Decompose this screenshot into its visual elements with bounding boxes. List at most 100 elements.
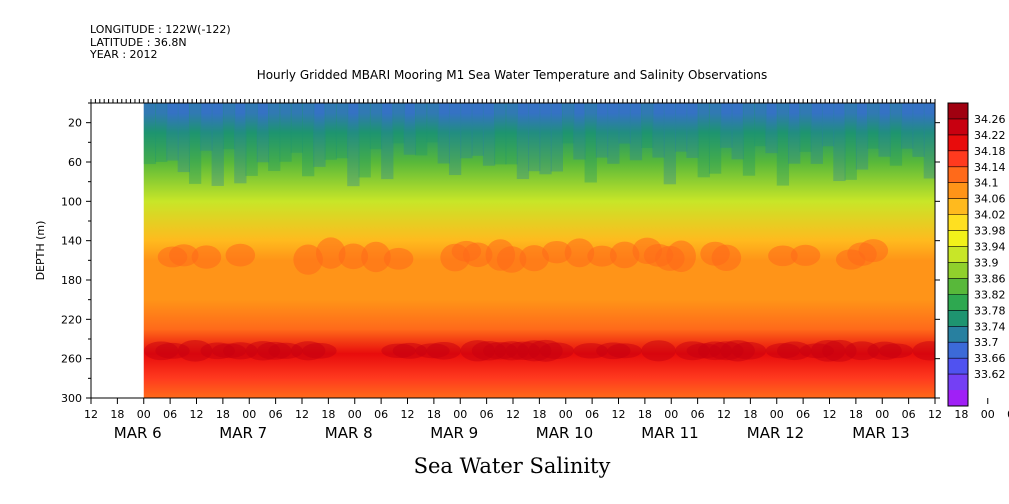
texture-band <box>844 103 857 180</box>
colorbar-label: 34.06 <box>974 193 1006 206</box>
texture-blob <box>293 244 323 275</box>
longitude-label: LONGITUDE : 122W(-122) <box>90 23 231 36</box>
axes: 20 60 100 140 180 220 260 300 DEPTH (m) 12 18 00 06 1… <box>34 99 1009 442</box>
texture-band <box>494 103 507 165</box>
texture-band <box>200 103 213 151</box>
texture-blob <box>822 339 857 362</box>
texture-band <box>663 103 677 185</box>
texture-blob <box>496 246 527 273</box>
texture-band <box>177 103 190 173</box>
texture-band <box>742 103 756 176</box>
texture-band <box>528 103 541 172</box>
texture-blob <box>542 240 572 264</box>
texture-blob <box>666 240 696 273</box>
year-label: YEAR : 2012 <box>90 48 158 61</box>
texture-blob <box>191 245 222 269</box>
y-tick-label: 60 <box>68 156 82 169</box>
x-day-label: MAR 11 <box>641 424 698 442</box>
x-tick-label: 00 <box>664 408 678 421</box>
y-tick-label: 220 <box>61 313 82 326</box>
texture-band <box>776 103 790 186</box>
texture-blob <box>169 244 199 267</box>
texture-band <box>652 103 665 158</box>
texture-band <box>821 103 835 147</box>
colorbar-swatch <box>948 246 968 263</box>
colorbar-swatch <box>948 230 968 248</box>
x-day-label: MAR 12 <box>747 424 804 442</box>
texture-band <box>912 103 925 157</box>
texture-band <box>607 103 620 164</box>
texture-band <box>324 103 337 160</box>
x-tick-label: 06 <box>374 408 388 421</box>
colorbar-swatch <box>948 358 968 375</box>
colorbar-label: 34.22 <box>974 129 1006 142</box>
x-tick-label: 06 <box>480 408 494 421</box>
colorbar-swatch <box>948 294 968 311</box>
x-day-label: MAR 9 <box>430 424 478 442</box>
texture-band <box>584 103 597 183</box>
colorbar-swatch <box>948 310 968 327</box>
colorbar-label: 33.78 <box>974 304 1006 317</box>
colorbar-label: 33.9 <box>974 256 999 269</box>
texture-band <box>878 103 891 157</box>
x-tick-label: 06 <box>163 408 177 421</box>
x-tick-label: 06 <box>1007 408 1009 421</box>
colorbar-swatch <box>948 278 968 295</box>
colorbar-swatch <box>948 134 968 152</box>
texture-band <box>166 103 179 161</box>
texture-blob <box>177 339 213 362</box>
colorbar-label: 34.02 <box>974 209 1006 222</box>
y-axis-label: DEPTH (m) <box>34 221 47 281</box>
texture-band <box>313 103 326 167</box>
texture-band <box>539 103 552 175</box>
texture-blob <box>383 247 414 270</box>
texture-blob <box>731 342 767 360</box>
x-day-label: MAR 8 <box>325 424 373 442</box>
x-tick-label: 18 <box>638 408 652 421</box>
texture-band <box>833 103 846 182</box>
x-day-label: MAR 13 <box>852 424 909 442</box>
texture-blob <box>539 342 575 360</box>
x-tick-label: 18 <box>849 408 863 421</box>
texture-band <box>765 103 778 154</box>
texture-band <box>901 103 914 149</box>
colorbar-label: 33.66 <box>974 352 1006 365</box>
x-tick-label: 12 <box>717 408 731 421</box>
texture-band <box>347 103 360 187</box>
y-tick-label: 20 <box>68 117 82 130</box>
colorbar-label: 33.7 <box>974 336 999 349</box>
texture-blob <box>587 245 617 267</box>
x-tick-label: 00 <box>348 408 362 421</box>
texture-band <box>381 103 394 180</box>
x-tick-label: 18 <box>532 408 546 421</box>
texture-blob <box>711 244 742 271</box>
texture-blob <box>878 343 914 359</box>
colorbar-label: 33.98 <box>974 225 1006 238</box>
texture-band <box>279 103 292 162</box>
x-day-label: MAR 7 <box>219 424 267 442</box>
x-tick-label: 18 <box>216 408 230 421</box>
texture-band <box>302 103 315 177</box>
y-tick-label: 140 <box>61 235 82 248</box>
x-tick-label: 12 <box>612 408 626 421</box>
texture-band <box>618 103 631 144</box>
x-tick-label: 06 <box>691 408 705 421</box>
texture-band <box>629 103 643 161</box>
x-tick-label: 18 <box>321 408 335 421</box>
colorbar-label: 34.14 <box>974 161 1006 174</box>
x-tick-label: 00 <box>453 408 467 421</box>
texture-blob <box>912 341 935 361</box>
texture-blob <box>426 341 462 360</box>
colorbar-label: 33.82 <box>974 288 1006 301</box>
colorbar-label: 34.18 <box>974 145 1006 158</box>
texture-band <box>708 103 722 174</box>
x-tick-label: 06 <box>902 408 916 421</box>
x-tick-label: 00 <box>875 408 889 421</box>
x-tick-label: 00 <box>981 408 995 421</box>
texture-band <box>799 103 812 152</box>
x-tick-label: 18 <box>110 408 124 421</box>
x-tick-label: 12 <box>295 408 309 421</box>
colorbar-swatch <box>948 182 968 200</box>
texture-band <box>471 103 484 156</box>
